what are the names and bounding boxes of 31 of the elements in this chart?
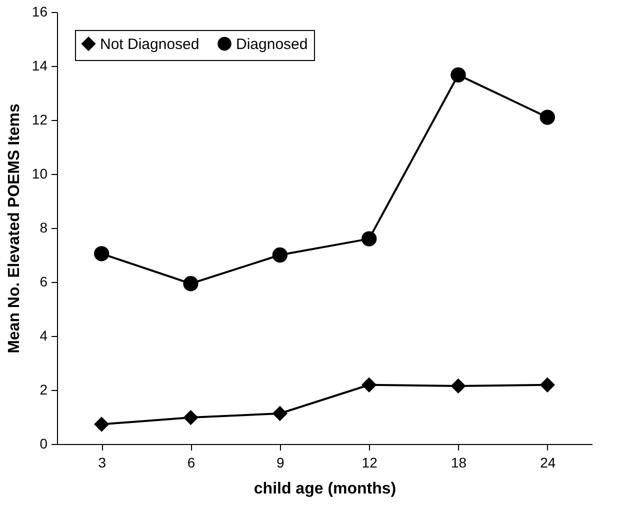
y-tick-label: 16 [32,4,48,20]
point [272,247,288,263]
point [272,406,288,422]
y-tick-label: 14 [32,58,48,74]
y-tick-label: 6 [40,274,48,290]
point [450,67,466,82]
point [362,231,377,246]
y-tick-label: 4 [40,328,48,344]
x-tick-label: 3 [98,454,106,470]
point [183,410,198,426]
y-tick-label: 10 [32,166,48,182]
y-tick-label: 8 [40,220,48,236]
y-tick-label: 2 [40,382,48,398]
point [94,416,110,432]
x-tick-label: 12 [362,454,378,470]
y-tick-label: 12 [32,112,48,128]
point [183,276,198,292]
x-tick-label: 24 [540,454,556,470]
legend-label: Diagnosed [236,36,308,53]
point [540,110,555,125]
point [450,378,466,394]
x-tick-label: 18 [450,454,467,470]
x-tick-label: 6 [187,454,196,470]
x-axis-title: child age (months) [254,480,396,498]
point [362,377,377,392]
legend-label: Not Diagnosed [100,36,200,53]
y-tick-label: 0 [40,436,48,452]
y-axis-title: Mean No. Elevated POEMS Items [6,103,23,354]
point [540,377,555,392]
x-tick-label: 9 [276,454,285,470]
point [94,246,110,262]
